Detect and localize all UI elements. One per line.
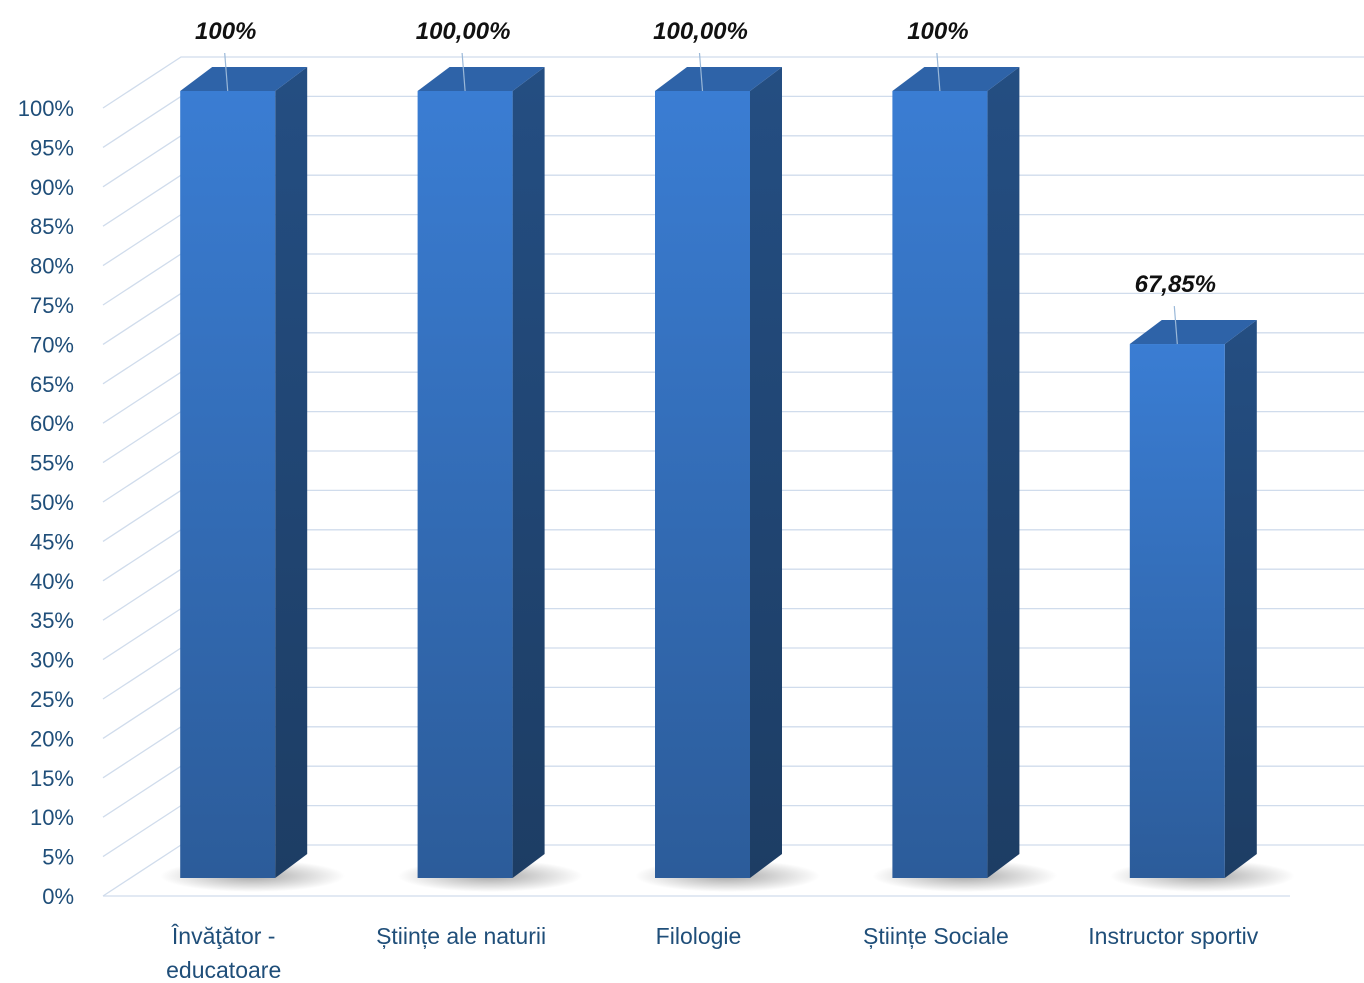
- y-tick-label: 10%: [30, 805, 74, 830]
- bar-side: [1224, 320, 1257, 878]
- category-label: educatoare: [166, 957, 281, 983]
- y-tick-label: 45%: [30, 529, 74, 554]
- bar-front: [1129, 344, 1225, 878]
- data-label: 100%: [907, 18, 968, 45]
- data-label-leader: [698, 52, 704, 92]
- y-axis-ticks: 0% 5% 10% 15% 20% 25% 30% 35% 40% 45% 50% 55% 60% 65%…: [18, 96, 74, 909]
- data-label-leader: [224, 52, 229, 92]
- y-tick-label: 15%: [30, 766, 74, 791]
- bar-side: [275, 67, 308, 878]
- y-tick-label: 35%: [30, 608, 74, 633]
- category-label: Filologie: [656, 923, 742, 949]
- bar: [872, 67, 1058, 892]
- bar: [397, 67, 583, 892]
- bar-side: [512, 67, 545, 878]
- category-labels: Învăţător - educatoare Științe ale naturii…: [166, 923, 1259, 983]
- y-tick-label: 80%: [30, 254, 74, 279]
- y-tick-label: 70%: [30, 332, 74, 357]
- category-label: Științe ale naturii: [376, 923, 546, 949]
- y-tick-label: 30%: [30, 648, 74, 673]
- y-tick-label: 50%: [30, 490, 74, 515]
- y-tick-label: 25%: [30, 687, 74, 712]
- bar-top: [180, 67, 308, 91]
- y-tick-label: 85%: [30, 214, 74, 239]
- bar-top: [892, 67, 1020, 91]
- data-label-leader: [461, 52, 466, 92]
- bar-top: [1129, 320, 1257, 345]
- y-tick-label: 0%: [42, 884, 74, 909]
- data-label: 100,00%: [653, 18, 748, 45]
- bar-front: [180, 91, 276, 878]
- bar: [160, 67, 346, 892]
- bar-front: [655, 91, 750, 878]
- gridline: [102, 56, 1364, 109]
- data-label: 100,00%: [416, 18, 511, 45]
- y-tick-label: 5%: [42, 845, 74, 870]
- bars: [160, 67, 1295, 892]
- y-tick-label: 60%: [30, 411, 74, 436]
- data-label-leader: [1173, 305, 1178, 345]
- bar-front: [892, 91, 988, 878]
- y-tick-label: 75%: [30, 293, 74, 318]
- y-tick-label: 55%: [30, 451, 74, 476]
- y-tick-label: 40%: [30, 569, 74, 594]
- bar-front: [417, 91, 513, 878]
- y-tick-label: 95%: [30, 135, 74, 160]
- y-tick-label: 20%: [30, 726, 74, 751]
- data-label: 100%: [195, 18, 256, 45]
- bar-top: [417, 67, 545, 91]
- category-label: Instructor sportiv: [1088, 923, 1258, 949]
- bar-side: [987, 67, 1020, 878]
- bar: [1109, 320, 1295, 892]
- bar: [635, 67, 820, 892]
- y-tick-label: 100%: [18, 96, 74, 121]
- data-labels: 100% 100,00% 100,00% 100% 67,85%: [195, 18, 1216, 345]
- y-tick-label: 90%: [30, 175, 74, 200]
- bar-side: [750, 67, 782, 878]
- category-label: Științe Sociale: [863, 923, 1009, 949]
- data-label-leader: [936, 52, 941, 92]
- data-label: 67,85%: [1135, 271, 1216, 298]
- bar-top: [655, 67, 782, 91]
- y-tick-label: 65%: [30, 372, 74, 397]
- category-label: Învăţător -: [171, 923, 276, 949]
